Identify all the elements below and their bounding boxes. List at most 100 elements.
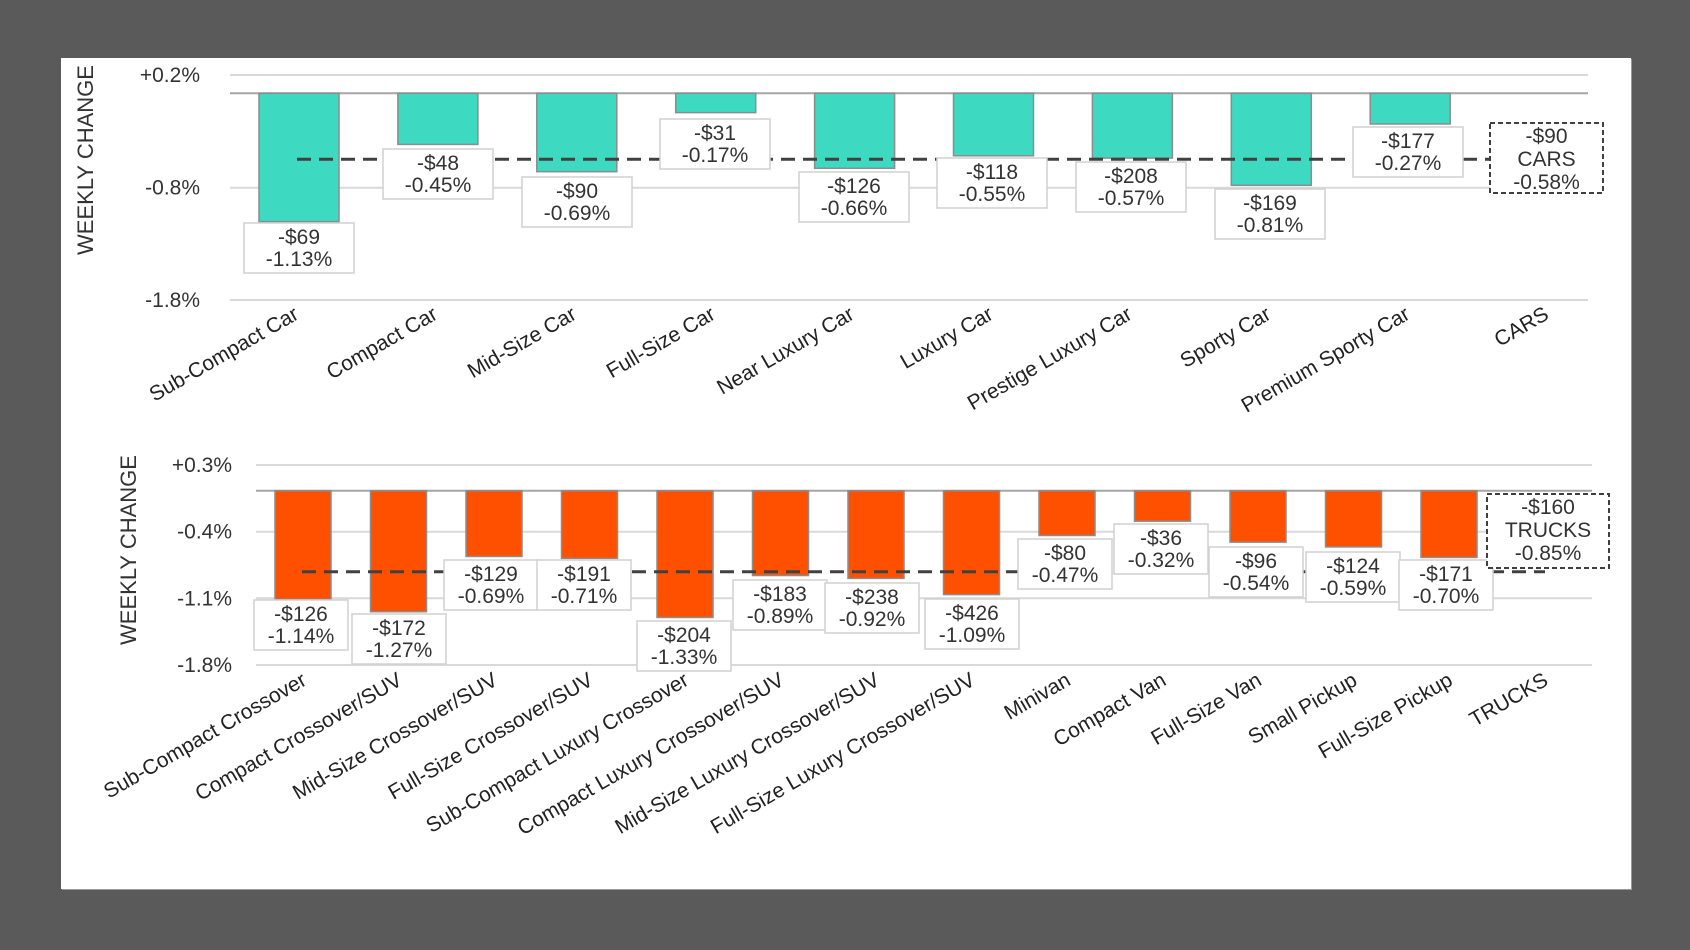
y-tick-label: -0.8% — [145, 177, 200, 200]
data-label-pct: -0.27% — [1375, 152, 1442, 175]
bar — [397, 92, 479, 146]
y-axis-title: WEEKLY CHANGE — [116, 455, 141, 645]
data-label-box — [1208, 546, 1304, 598]
bar — [1133, 489, 1192, 522]
data-label-pct: -0.32% — [1128, 549, 1195, 572]
data-label-pct: -0.66% — [821, 197, 888, 220]
x-category-label: Sub-Compact Car — [145, 302, 302, 406]
data-label-usd: -$90 — [556, 180, 598, 203]
x-category-label: Near Luxury Car — [713, 302, 858, 399]
data-label-box — [936, 157, 1048, 209]
data-label-usd: -$177 — [1381, 130, 1435, 153]
data-label-box — [253, 599, 349, 651]
bar — [1038, 489, 1096, 537]
bar — [258, 92, 340, 223]
data-label-usd: -$169 — [1243, 192, 1297, 215]
data-label-box — [1075, 161, 1187, 213]
data-label-box — [659, 118, 771, 170]
data-label-pct: -1.09% — [939, 624, 1006, 647]
data-label-usd: -$129 — [464, 563, 518, 586]
bar — [813, 92, 896, 170]
data-label-box — [636, 620, 732, 672]
total-label-box — [1489, 122, 1604, 194]
data-label-pct: -0.54% — [1223, 572, 1290, 595]
data-label-usd: -$426 — [945, 602, 999, 625]
bar — [1230, 92, 1313, 187]
data-label-box — [732, 579, 828, 631]
bar — [1420, 489, 1478, 559]
data-label-usd: -$31 — [694, 122, 736, 145]
data-label-box — [924, 598, 1020, 650]
bar — [751, 489, 810, 577]
data-label-pct: -0.47% — [1032, 564, 1099, 587]
bar — [952, 92, 1035, 157]
data-label-pct: -0.81% — [1237, 214, 1304, 237]
data-label-pct: -0.71% — [551, 585, 618, 608]
data-label-usd: -$36 — [1140, 527, 1182, 550]
data-label-usd: -$171 — [1419, 563, 1473, 586]
data-label-box — [798, 171, 910, 223]
data-label-usd: -$69 — [278, 226, 320, 249]
data-label-box — [443, 559, 539, 611]
data-label-usd: -$48 — [417, 152, 459, 175]
bar — [656, 489, 714, 619]
data-label-pct: -0.92% — [839, 608, 906, 631]
data-label-usd: -$204 — [657, 624, 711, 647]
data-label-usd: -$208 — [1104, 165, 1158, 188]
y-tick-label: -0.4% — [177, 521, 232, 544]
y-axis-title: WEEKLY CHANGE — [73, 65, 98, 255]
data-label-usd: -$191 — [557, 563, 611, 586]
x-category-label: Mid-Size Car — [464, 302, 581, 383]
bar — [369, 489, 428, 613]
bar — [1229, 489, 1287, 543]
data-label-usd: -$118 — [966, 161, 1018, 184]
y-tick-label: +0.3% — [172, 454, 232, 477]
data-label-box — [1305, 551, 1401, 603]
data-label-box — [1352, 126, 1464, 178]
data-label-box — [536, 559, 632, 611]
total-label-usd: -$90 — [1525, 125, 1567, 148]
cars-chart: +0.2% -0.8% -1.8% WEEKLY CHANGE -$69-1.13% -$… — [73, 64, 1604, 417]
data-label-pct: -0.45% — [405, 174, 472, 197]
bar — [847, 489, 905, 580]
total-label-name: TRUCKS — [1505, 519, 1591, 542]
data-label-pct: -0.17% — [682, 144, 749, 167]
data-label-usd: -$124 — [1326, 555, 1380, 578]
total-label-pct: -0.85% — [1515, 542, 1582, 565]
y-tick-label: -1.8% — [177, 654, 232, 677]
x-category-label: Full-Size Car — [603, 302, 720, 383]
x-category-label: CARS — [1491, 302, 1553, 351]
data-label-usd: -$183 — [753, 583, 807, 606]
y-tick-label: +0.2% — [140, 64, 200, 87]
bar — [942, 489, 1001, 596]
data-label-pct: -0.70% — [1413, 585, 1480, 608]
data-label-box — [1017, 538, 1113, 590]
total-label-pct: -0.58% — [1513, 171, 1580, 194]
bar — [1369, 92, 1451, 125]
data-label-pct: -1.13% — [266, 248, 333, 271]
y-tick-label: -1.1% — [177, 587, 232, 610]
data-label-pct: -0.57% — [1098, 187, 1165, 210]
data-label-box — [243, 222, 355, 274]
data-label-box — [824, 582, 920, 634]
trucks-chart: +0.3%-0.4%-1.1%-1.8%WEEKLY CHANGE -$126-1… — [100, 454, 1610, 840]
data-label-usd: -$96 — [1235, 550, 1277, 573]
data-label-box — [521, 176, 633, 228]
bar — [560, 489, 619, 560]
total-label-usd: -$160 — [1521, 496, 1575, 519]
bar — [674, 92, 757, 114]
x-category-label: Sporty Car — [1176, 302, 1274, 372]
data-label-usd: -$172 — [372, 617, 426, 640]
x-category-label: Minivan — [1000, 668, 1074, 724]
bar — [274, 489, 332, 601]
x-category-label: Luxury Car — [897, 302, 997, 373]
data-label-pct: -1.33% — [651, 646, 718, 669]
bar — [465, 489, 523, 558]
data-label-usd: -$238 — [845, 586, 899, 609]
data-label-pct: -1.14% — [268, 625, 335, 648]
data-label-pct: -0.89% — [747, 605, 814, 628]
data-label-usd: -$126 — [827, 175, 881, 198]
bar — [1324, 489, 1383, 548]
data-label-pct: -1.27% — [366, 639, 433, 662]
